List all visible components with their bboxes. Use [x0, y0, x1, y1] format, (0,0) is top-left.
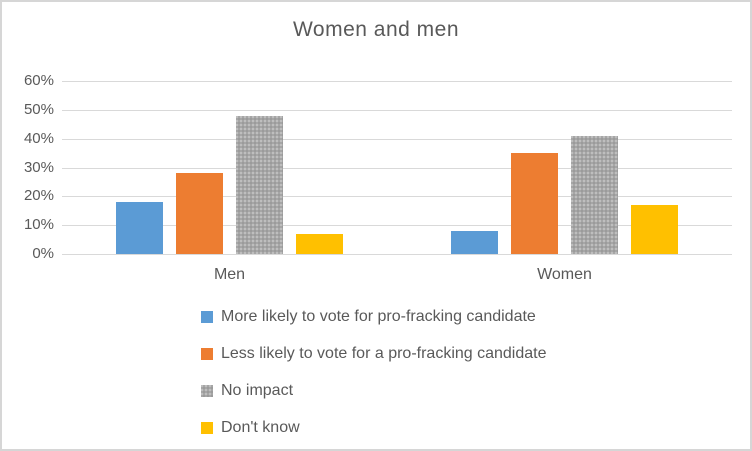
y-axis-tick-label: 50% — [23, 100, 54, 118]
legend-swatch-dont-know — [201, 422, 213, 434]
legend-label: No impact — [221, 382, 294, 399]
legend-item: Don't know — [201, 419, 547, 437]
legend-swatch-no-impact — [201, 385, 213, 397]
bar — [631, 204, 678, 254]
legend-label: Don't know — [221, 419, 300, 436]
gridline — [62, 225, 732, 227]
x-axis-category-label: Men — [213, 266, 246, 283]
bar — [116, 202, 163, 254]
legend: More likely to vote for pro-fracking can… — [201, 308, 547, 449]
bar — [571, 135, 618, 254]
bar — [236, 115, 283, 254]
gridline — [62, 109, 732, 111]
legend-item: Less likely to vote for a pro-fracking c… — [201, 345, 547, 363]
x-axis-category-label: Women — [537, 266, 592, 283]
legend-label: Less likely to vote for a pro-fracking c… — [221, 345, 547, 362]
legend-item: No impact — [201, 382, 547, 400]
legend-item: More likely to vote for pro-fracking can… — [201, 308, 547, 326]
legend-swatch-more-likely — [201, 311, 213, 323]
gridline — [62, 167, 732, 169]
y-axis-tick-label: 20% — [23, 187, 54, 205]
gridline — [62, 81, 732, 82]
bar — [296, 233, 343, 254]
legend-label: More likely to vote for pro-fracking can… — [221, 308, 536, 325]
legend-swatch-less-likely — [201, 348, 213, 360]
plot-area: 0% 10% 20% 30% 40% 50% 60% Men Women — [24, 72, 732, 283]
bar — [451, 230, 498, 254]
y-axis-tick-label: 0% — [32, 245, 54, 262]
chart-title: Women and men — [292, 18, 460, 41]
gridline — [62, 254, 732, 255]
y-axis-tick-label: 60% — [23, 72, 54, 89]
gridline — [62, 196, 732, 198]
y-axis-tick-label: 40% — [23, 129, 54, 147]
bar — [511, 153, 558, 254]
y-axis-tick-label: 10% — [23, 216, 54, 234]
bar — [176, 173, 223, 254]
y-axis-tick-label: 30% — [23, 158, 54, 176]
gridline — [62, 138, 732, 140]
